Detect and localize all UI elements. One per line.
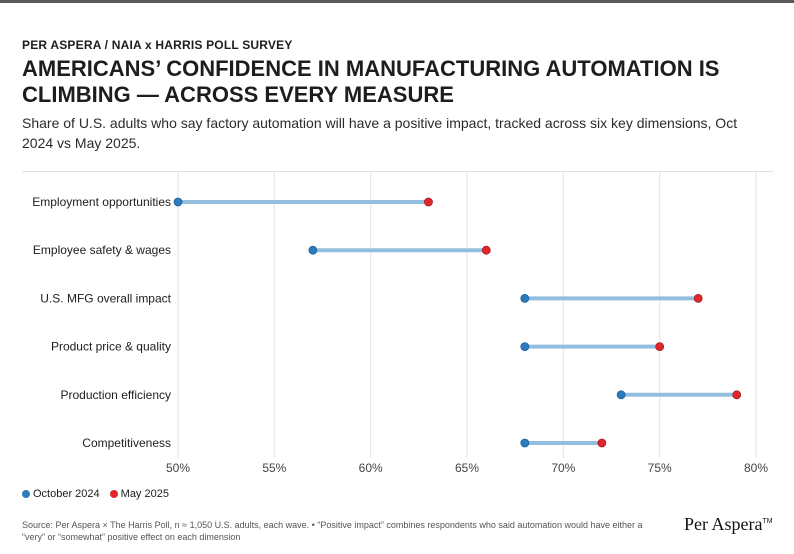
x-tick-label: 75%: [648, 461, 672, 475]
point-oct-2024: [173, 197, 183, 207]
x-tick-label: 80%: [744, 461, 768, 475]
x-tick-label: 70%: [551, 461, 575, 475]
brand-name: Per Aspera: [684, 514, 763, 534]
point-may-2025: [732, 390, 742, 400]
eyebrow-label: PER ASPERA / NAIA x HARRIS POLL SURVEY: [22, 38, 293, 52]
chart-title: AMERICANS’ CONFIDENCE IN MANUFACTURING A…: [22, 56, 720, 107]
category-label: Competitiveness: [82, 436, 171, 450]
x-tick-label: 55%: [262, 461, 286, 475]
category-label: U.S. MFG overall impact: [40, 291, 171, 305]
chart-legend: October 2024 May 2025: [22, 488, 179, 500]
source-note: Source: Per Aspera × The Harris Poll, n …: [22, 520, 643, 542]
legend-swatch-may: [109, 490, 118, 498]
point-oct-2024: [616, 390, 626, 400]
point-may-2025: [655, 342, 665, 352]
legend-label-may: May 2025: [120, 488, 169, 500]
header-divider: [22, 171, 773, 172]
category-label: Production efficiency: [60, 388, 171, 402]
legend-item-oct: October 2024: [22, 488, 100, 500]
x-tick-label: 60%: [359, 461, 383, 475]
point-oct-2024: [308, 245, 318, 255]
point-oct-2024: [520, 294, 530, 303]
dumbbell-chart: 50% 55% 60% 65% 70% 75% 80% Employment opportun…: [32, 172, 768, 475]
x-tick-label: 50%: [166, 461, 190, 475]
brand-trademark: TM: [762, 518, 773, 525]
top-accent-bar: [0, 0, 794, 3]
point-oct-2024: [520, 342, 530, 352]
point-oct-2024: [520, 438, 530, 448]
point-may-2025: [424, 197, 433, 207]
legend-label-oct: October 2024: [33, 488, 100, 500]
point-may-2025: [481, 245, 491, 255]
x-tick-label: 65%: [455, 461, 479, 475]
category-label: Product price & quality: [51, 340, 171, 354]
point-may-2025: [597, 438, 607, 448]
category-label: Employee safety & wages: [33, 243, 171, 257]
category-label: Employment opportunities: [32, 195, 171, 209]
legend-swatch-oct: [22, 490, 30, 498]
point-may-2025: [693, 294, 703, 303]
chart-subtitle: Share of U.S. adults who say factory aut…: [22, 115, 738, 151]
legend-item-may: May 2025: [109, 488, 169, 500]
brand-logo: Per AsperaTM: [684, 514, 773, 535]
